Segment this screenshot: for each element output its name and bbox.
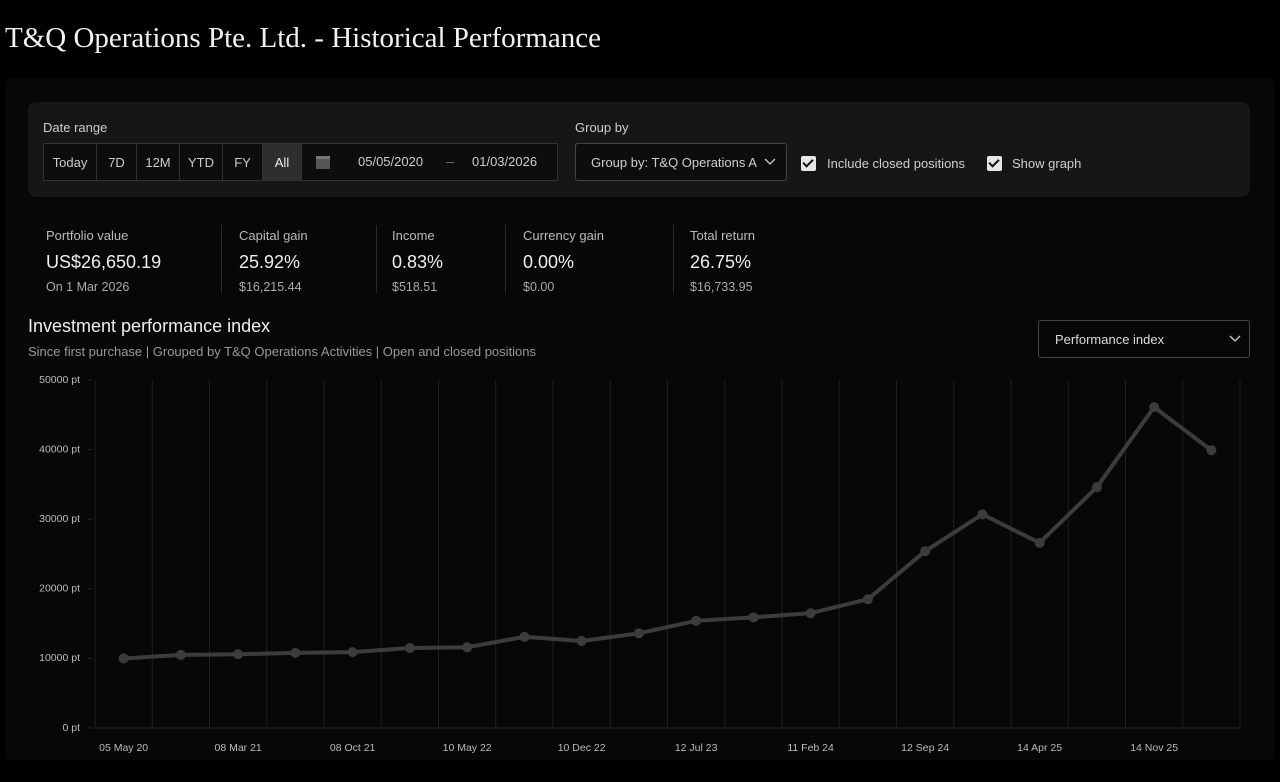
stat-sub: $0.00: [523, 280, 555, 294]
metric-dropdown-value: Performance index: [1055, 332, 1165, 347]
page-title: T&Q Operations Pte. Ltd. - Historical Pe…: [5, 22, 601, 54]
x-tick-label: 14 Nov 25: [1130, 742, 1178, 754]
data-point: [1206, 445, 1217, 456]
checkbox[interactable]: [801, 156, 816, 171]
x-tick-label: 12 Jul 23: [675, 742, 718, 754]
stat-value: 0.83%: [392, 252, 444, 272]
data-point: [233, 649, 244, 660]
group-by-value: Group by: T&Q Operations A: [591, 155, 757, 170]
data-point: [175, 649, 186, 660]
range-button[interactable]: 7D: [96, 143, 137, 181]
data-point: [691, 615, 702, 626]
start-date: 05/05/2020: [358, 154, 424, 169]
data-point: [347, 647, 358, 658]
metric-dropdown[interactable]: [1038, 320, 1250, 358]
data-point: [462, 642, 473, 653]
chevron: [764, 158, 776, 165]
data-point: [805, 608, 816, 619]
data-point: [633, 628, 644, 639]
x-tick-label: 10 Dec 22: [558, 742, 606, 754]
chart-title: Investment performance index: [28, 316, 271, 336]
range-button[interactable]: 12M: [136, 143, 180, 181]
data-point: [1149, 402, 1160, 413]
include-closed-label: Include closed positions: [827, 156, 966, 171]
stat-separator: [673, 225, 674, 293]
group-by-select[interactable]: [575, 143, 787, 181]
chart: 0 pt 10000 pt 20000 pt 30000 pt 40000 pt 5000…: [39, 374, 1241, 754]
data-point: [118, 653, 129, 664]
stat-separator: [376, 225, 377, 293]
data-point: [576, 636, 587, 646]
stat-label: Total return: [690, 228, 756, 243]
x-tick-label: 14 Apr 25: [1017, 742, 1062, 754]
date-separator: [446, 162, 454, 163]
y-tick-label: 10000 pt: [39, 652, 80, 664]
stat-label: Portfolio value: [46, 228, 129, 243]
data-point: [1091, 482, 1102, 493]
data-point: [290, 647, 301, 658]
data-point: [519, 631, 530, 642]
stat-sub: $16,733.95: [690, 280, 753, 294]
data-point: [977, 509, 988, 520]
group-by-label: Group by: [575, 120, 629, 135]
end-date: 01/03/2026: [472, 154, 538, 169]
show-graph-label: Show graph: [1012, 156, 1082, 171]
data-point: [1034, 537, 1045, 548]
x-tick-label: 11 Feb 24: [787, 742, 834, 754]
range-button[interactable]: YTD: [179, 143, 223, 181]
stat-value: 26.75%: [690, 252, 752, 272]
data-point: [748, 612, 759, 623]
data-point: [920, 546, 931, 557]
x-tick-label: 05 May 20: [99, 742, 148, 754]
stat-value: US$26,650.19: [46, 252, 162, 272]
checkbox[interactable]: [987, 156, 1002, 171]
stat-separator: [221, 225, 222, 293]
stat-value: 25.92%: [239, 252, 301, 272]
chart-subtitle: Since first purchase | Grouped by T&Q Op…: [28, 344, 536, 359]
stat-sub: $16,215.44: [239, 280, 302, 294]
data-point: [862, 594, 873, 605]
stat-label: Capital gain: [239, 228, 308, 243]
chevron: [1229, 335, 1241, 342]
y-tick-label: 20000 pt: [39, 583, 80, 595]
stat-sub: $518.51: [392, 280, 438, 294]
date-range-label: Date range: [43, 120, 108, 135]
y-tick-label: 0 pt: [62, 722, 80, 734]
data-point: [404, 642, 415, 653]
calendar-icon: [316, 156, 330, 169]
x-tick-label: 10 May 22: [443, 742, 492, 754]
range-button[interactable]: All: [262, 143, 302, 181]
y-tick-label: 40000 pt: [39, 443, 80, 455]
range-button[interactable]: Today: [43, 143, 97, 181]
stat-value: 0.00%: [523, 252, 575, 272]
stat-separator: [505, 225, 506, 293]
range-button[interactable]: FY: [222, 143, 263, 181]
stat-label: Currency gain: [523, 228, 604, 243]
y-tick-label: 30000 pt: [39, 513, 80, 525]
stat-sub: On 1 Mar 2026: [46, 280, 130, 294]
x-tick-label: 12 Sep 24: [901, 742, 949, 754]
x-tick-label: 08 Oct 21: [330, 742, 376, 754]
x-tick-label: 08 Mar 21: [214, 742, 261, 754]
y-tick-label: 50000 pt: [39, 374, 80, 386]
stat-label: Income: [392, 228, 435, 243]
series-line: [123, 405, 1213, 661]
